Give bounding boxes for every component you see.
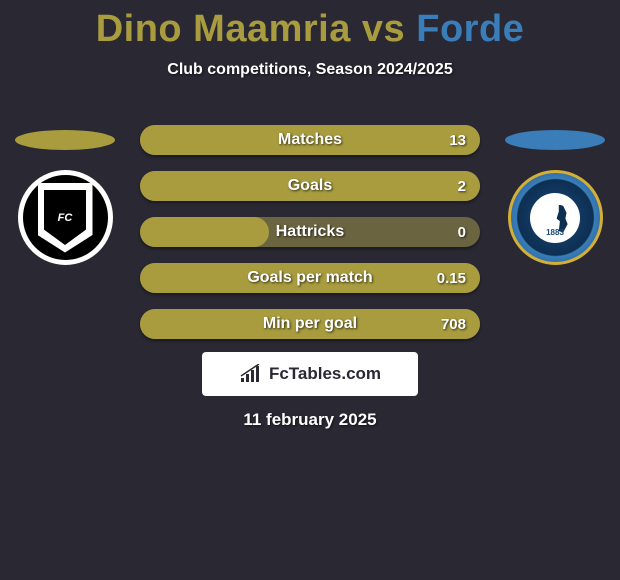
stat-value: 13 <box>449 132 466 149</box>
stat-value: 2 <box>458 178 466 195</box>
stat-label: Hattricks <box>276 223 344 241</box>
vs-text: vs <box>351 8 416 50</box>
stat-row-hattricks: Hattricks 0 <box>140 217 480 247</box>
stat-value: 0 <box>458 224 466 241</box>
date-text: 11 february 2025 <box>0 410 620 430</box>
subtitle: Club competitions, Season 2024/2025 <box>0 61 620 79</box>
stat-fill <box>140 217 269 247</box>
page-title: Dino Maamria vs Forde <box>0 0 620 51</box>
stat-label: Min per goal <box>263 315 357 333</box>
watermark: FcTables.com <box>202 352 418 396</box>
stats-container: Matches 13 Goals 2 Hattricks 0 Goals per… <box>140 125 480 355</box>
stat-row-goals: Goals 2 <box>140 171 480 201</box>
player2-name: Forde <box>416 8 524 50</box>
right-badge-year: 1883 <box>546 228 564 237</box>
player1-name: Dino Maamria <box>96 8 351 50</box>
stat-label: Goals per match <box>247 269 372 287</box>
stat-value: 708 <box>441 316 466 333</box>
left-badge-text: FC <box>58 212 73 224</box>
left-avatar-placeholder <box>15 130 115 150</box>
left-club-badge: FC <box>18 170 113 265</box>
right-badge-inner: 1883 <box>530 193 580 243</box>
right-club-badge: 1883 <box>508 170 603 265</box>
watermark-text: FcTables.com <box>269 364 381 384</box>
left-player-block: FC <box>5 130 125 265</box>
bar-chart-icon <box>239 364 263 384</box>
stat-row-gpm: Goals per match 0.15 <box>140 263 480 293</box>
stat-row-mpg: Min per goal 708 <box>140 309 480 339</box>
stat-label: Matches <box>278 131 342 149</box>
stat-row-matches: Matches 13 <box>140 125 480 155</box>
stat-value: 0.15 <box>437 270 466 287</box>
stat-label: Goals <box>288 177 332 195</box>
right-player-block: 1883 <box>495 130 615 265</box>
right-avatar-placeholder <box>505 130 605 150</box>
